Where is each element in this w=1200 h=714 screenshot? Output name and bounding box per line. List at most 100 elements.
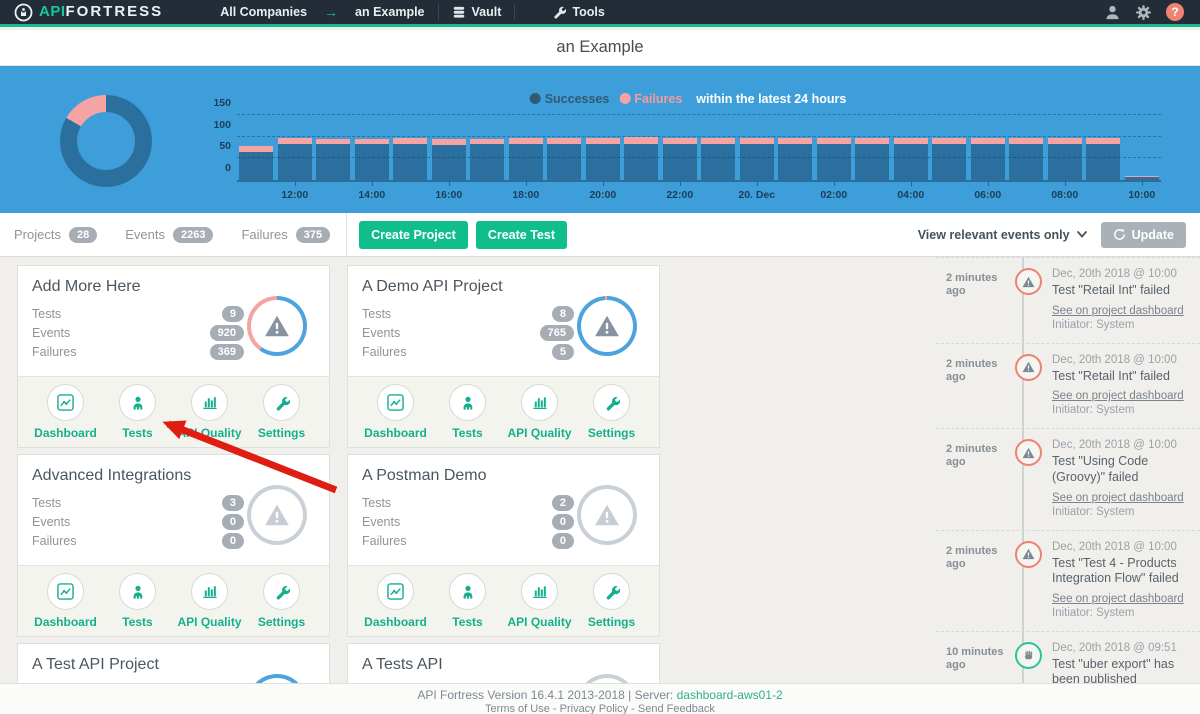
project-stat-row: Tests 9 bbox=[32, 306, 244, 322]
fortress-logo-icon bbox=[14, 3, 33, 21]
card-action-api-quality-button[interactable]: API Quality bbox=[504, 384, 576, 440]
legend-successes: Successes bbox=[529, 92, 609, 106]
event-dashboard-link[interactable]: See on project dashboard bbox=[1052, 390, 1184, 403]
settings-wrench-icon bbox=[593, 384, 630, 421]
stacked-bar bbox=[701, 138, 736, 180]
stacked-bar bbox=[316, 138, 351, 180]
nav-right-icons: ? bbox=[1104, 3, 1200, 21]
card-action-api-quality-button[interactable]: API Quality bbox=[504, 573, 576, 629]
events-bar-chart: 0 50 100 150 12:00 14:00 16:00 18:00 20:00 22:00… bbox=[213, 97, 1161, 212]
legend-failures: Failures bbox=[619, 92, 682, 106]
events-filter-dropdown[interactable]: View relevant events only bbox=[918, 228, 1087, 242]
card-action-tests-button[interactable]: Tests bbox=[102, 384, 174, 440]
stacked-bar bbox=[1009, 138, 1044, 180]
event-title: Test "Retail Int" failed bbox=[1052, 368, 1170, 383]
nav-vault[interactable]: Vault bbox=[439, 0, 515, 24]
x-axis-tick: 12:00 bbox=[281, 189, 309, 201]
stat-count-badge: 0 bbox=[551, 533, 574, 549]
card-action-settings-button[interactable]: Settings bbox=[246, 384, 318, 440]
project-card-summary: A Postman Demo Tests 2 Events 0 Failures 0 bbox=[348, 455, 659, 566]
event-date: Dec, 20th 2018 @ 10:00 bbox=[1052, 353, 1177, 366]
failure-warning-icon bbox=[1014, 268, 1042, 295]
stat-failures: Failures 375 bbox=[227, 226, 344, 243]
project-title: Add More Here bbox=[32, 278, 141, 295]
card-action-dashboard-button[interactable]: Dashboard bbox=[360, 384, 432, 440]
stat-count-badge: 369 bbox=[209, 344, 244, 360]
event-initiator: Initiator: System bbox=[1052, 606, 1135, 619]
settings-wrench-icon bbox=[593, 573, 630, 610]
dashboard-chart-icon bbox=[377, 573, 414, 610]
event-dashboard-link[interactable]: See on project dashboard bbox=[1052, 304, 1184, 317]
card-action-tests-button[interactable]: Tests bbox=[102, 573, 174, 629]
footer-link-send-feedback[interactable]: Send Feedback bbox=[637, 703, 715, 714]
card-action-settings-button[interactable]: Settings bbox=[576, 384, 648, 440]
stat-count-badge: 0 bbox=[221, 514, 244, 530]
successes-dot-icon bbox=[529, 93, 541, 104]
project-card-summary: A Demo API Project Tests 8 Events 765 Failur… bbox=[348, 266, 659, 377]
stacked-bar bbox=[662, 138, 697, 180]
project-stats: Tests 3 Events 0 Failures 0 bbox=[32, 495, 244, 549]
nav-current-company[interactable]: an Example bbox=[355, 5, 425, 19]
event-time-ago: 2 minutes ago bbox=[946, 272, 998, 298]
create-project-button[interactable]: Create Project bbox=[359, 220, 468, 249]
stacked-bar bbox=[1124, 175, 1159, 180]
x-axis-tick: 22:00 bbox=[666, 189, 694, 201]
events-count-badge: 2263 bbox=[172, 226, 214, 243]
card-action-api-quality-button[interactable]: API Quality bbox=[174, 573, 246, 629]
card-action-dashboard-button[interactable]: Dashboard bbox=[360, 573, 432, 629]
project-stat-row: Events 765 bbox=[362, 325, 574, 341]
card-action-tests-button[interactable]: Tests bbox=[432, 384, 504, 440]
stat-count-badge: 765 bbox=[539, 325, 574, 341]
card-action-dashboard-button[interactable]: Dashboard bbox=[30, 573, 102, 629]
stacked-bar bbox=[585, 138, 620, 180]
app-logo[interactable]: APIFORTRESS bbox=[0, 3, 177, 22]
y-axis-tick: 0 bbox=[225, 162, 231, 174]
stat-count-badge: 0 bbox=[551, 514, 574, 530]
footer-link-privacy-policy[interactable]: Privacy Policy bbox=[559, 703, 629, 714]
user-icon[interactable] bbox=[1104, 4, 1121, 21]
x-axis-tick: 04:00 bbox=[897, 189, 925, 201]
x-axis-tick: 10:00 bbox=[1128, 189, 1156, 201]
stat-count-badge: 0 bbox=[221, 533, 244, 549]
card-action-settings-button[interactable]: Settings bbox=[576, 573, 648, 629]
create-test-button[interactable]: Create Test bbox=[475, 220, 567, 249]
card-action-tests-button[interactable]: Tests bbox=[432, 573, 504, 629]
event-dashboard-link[interactable]: See on project dashboard bbox=[1052, 592, 1184, 605]
publish-hand-icon bbox=[1014, 641, 1042, 669]
gear-icon[interactable] bbox=[1135, 4, 1152, 21]
card-action-settings-button[interactable]: Settings bbox=[246, 573, 318, 629]
project-health-gauge bbox=[247, 485, 307, 545]
nav-divider bbox=[514, 4, 516, 20]
project-title: A Test API Project bbox=[32, 656, 159, 673]
project-title: A Postman Demo bbox=[362, 467, 487, 484]
event-date: Dec, 20th 2018 @ 09:51 bbox=[1052, 641, 1177, 654]
stacked-bar bbox=[508, 137, 543, 180]
update-button[interactable]: Update bbox=[1100, 221, 1186, 248]
card-action-api-quality-button[interactable]: API Quality bbox=[174, 384, 246, 440]
card-action-dashboard-button[interactable]: Dashboard bbox=[30, 384, 102, 440]
event-list-item: 2 minutes ago Dec, 20th 2018 @ 10:00 Tes… bbox=[936, 342, 1200, 429]
event-list-item: 2 minutes ago Dec, 20th 2018 @ 10:00 Tes… bbox=[936, 257, 1200, 343]
stat-count-badge: 3 bbox=[221, 495, 244, 511]
footer-link-terms-of-use[interactable]: Terms of Use bbox=[485, 703, 550, 714]
project-title: Advanced Integrations bbox=[32, 467, 192, 484]
page-title: an Example bbox=[556, 38, 644, 56]
stat-count-badge: 920 bbox=[209, 325, 244, 341]
nav-tools[interactable]: Tools bbox=[539, 0, 617, 24]
project-title: A Tests API bbox=[362, 656, 443, 673]
event-dashboard-link[interactable]: See on project dashboard bbox=[1052, 491, 1184, 504]
refresh-icon bbox=[1113, 228, 1125, 240]
stat-count-badge: 9 bbox=[221, 306, 244, 322]
nav-all-companies[interactable]: All Companies bbox=[220, 5, 308, 19]
stacked-bar bbox=[239, 146, 274, 180]
right-arrow-icon: → bbox=[324, 4, 339, 20]
event-list-item: 2 minutes ago Dec, 20th 2018 @ 10:00 Tes… bbox=[936, 428, 1200, 529]
event-list-item: 2 minutes ago Dec, 20th 2018 @ 10:00 Tes… bbox=[936, 529, 1200, 631]
x-axis-tick: 14:00 bbox=[358, 189, 386, 201]
stacked-bar bbox=[932, 138, 967, 180]
stacked-bar bbox=[624, 136, 659, 180]
project-stats: Tests 9 Events 920 Failures 369 bbox=[32, 306, 244, 360]
success-failure-donut-chart bbox=[60, 95, 152, 187]
event-time-ago: 2 minutes ago bbox=[946, 357, 998, 383]
help-icon[interactable]: ? bbox=[1166, 3, 1184, 21]
